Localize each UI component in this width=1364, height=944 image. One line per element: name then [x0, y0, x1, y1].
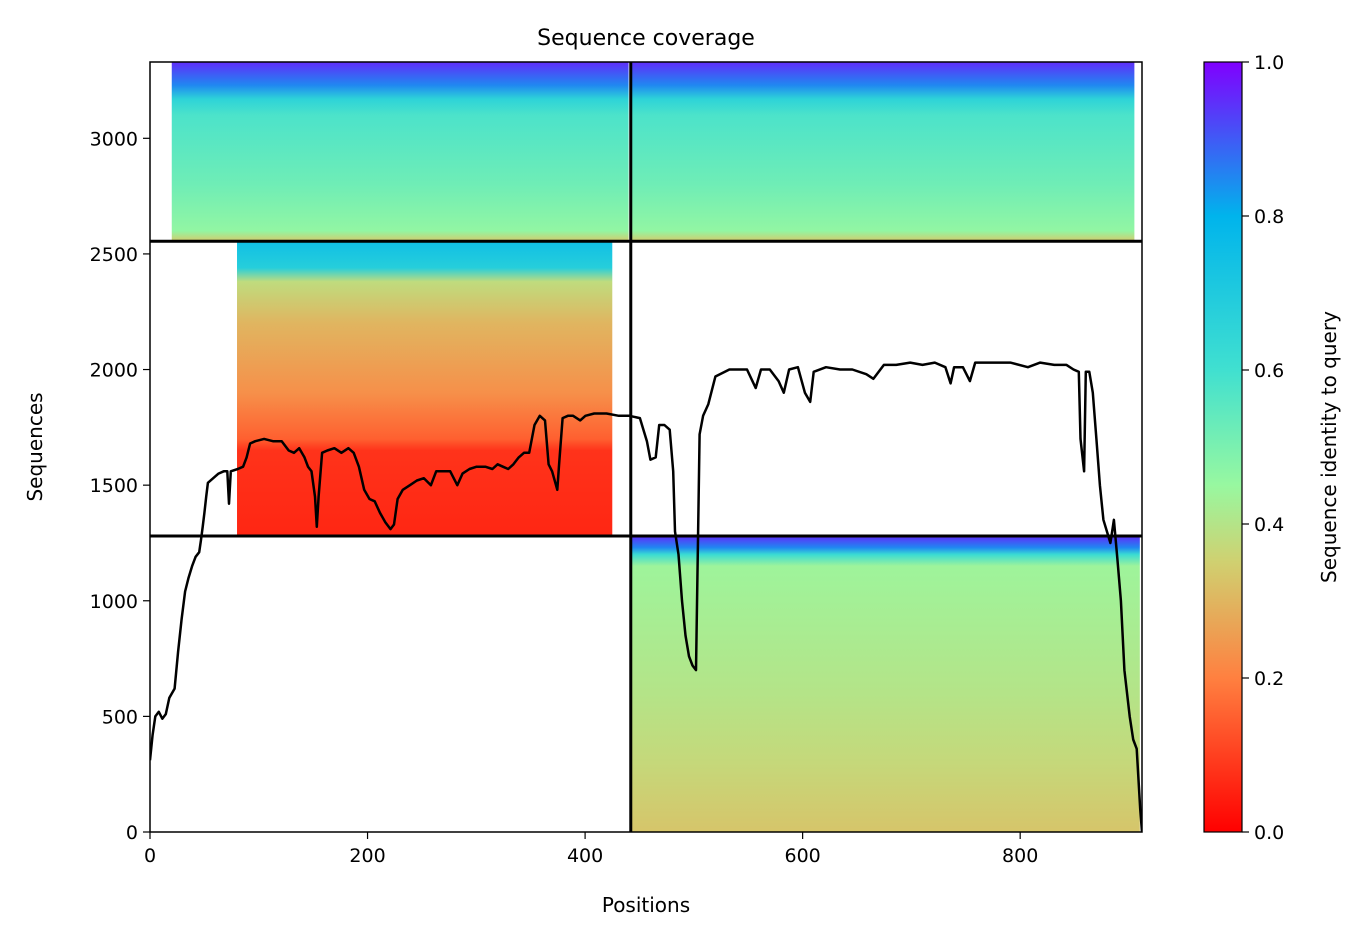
heatmap-fill — [630, 536, 1140, 832]
colorbar-tick-label: 0.8 — [1254, 206, 1284, 228]
heatmap-fill — [171, 62, 629, 242]
colorbar-tick-label: 1.0 — [1254, 52, 1284, 74]
colorbar-tick-label: 0.6 — [1254, 360, 1284, 382]
coverage-heatmap — [171, 62, 1140, 832]
colorbar-tick-label: 0.0 — [1254, 822, 1284, 844]
y-axis-label: Sequences — [23, 392, 47, 501]
heatmap-block-4 — [171, 62, 629, 242]
colorbar-tick-label: 0.4 — [1254, 514, 1284, 536]
colorbar-ticks: 0.0 0.2 0.4 0.6 0.8 1.0 — [1242, 52, 1284, 844]
x-tick-label: 600 — [784, 845, 820, 867]
heatmap-fill — [630, 62, 1135, 242]
heatmap-block-5 — [630, 62, 1135, 242]
x-tick-label: 0 — [144, 845, 156, 867]
colorbar-tick-label: 0.2 — [1254, 668, 1284, 690]
y-tick-label: 2500 — [90, 244, 138, 266]
heatmap-block-2 — [237, 241, 613, 537]
heatmap-fill — [237, 241, 613, 537]
y-tick-label: 1000 — [90, 591, 138, 613]
y-axis-ticks: 0 500 1000 1500 2000 2500 3000 — [90, 128, 150, 844]
coverage-line — [150, 361, 1142, 832]
y-tick-label: 500 — [102, 706, 138, 728]
y-tick-label: 3000 — [90, 128, 138, 150]
x-tick-label: 800 — [1002, 845, 1038, 867]
y-tick-label: 0 — [126, 822, 138, 844]
colorbar — [1203, 61, 1243, 833]
heatmap-block-1 — [630, 536, 1140, 832]
chart-title: Sequence coverage — [537, 26, 755, 51]
x-axis-ticks: 0 200 400 600 800 — [144, 832, 1038, 867]
y-tick-label: 2000 — [90, 360, 138, 382]
x-tick-label: 200 — [349, 845, 385, 867]
x-axis-label: Positions — [602, 893, 690, 917]
plot-frame — [149, 61, 1143, 833]
x-tick-label: 400 — [567, 845, 603, 867]
chain-boundaries — [150, 62, 1142, 832]
colorbar-label: Sequence identity to query — [1317, 311, 1341, 583]
y-tick-label: 1500 — [90, 475, 138, 497]
